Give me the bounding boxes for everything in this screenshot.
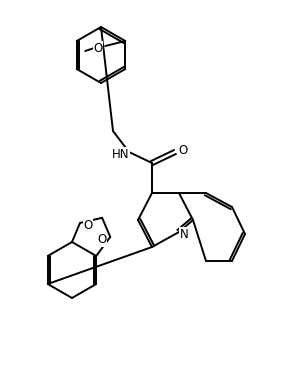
Text: O: O [98,233,107,246]
Text: HN: HN [112,148,130,161]
Text: O: O [83,219,93,232]
Text: N: N [179,228,188,240]
Text: O: O [94,41,103,54]
Text: O: O [178,144,188,157]
